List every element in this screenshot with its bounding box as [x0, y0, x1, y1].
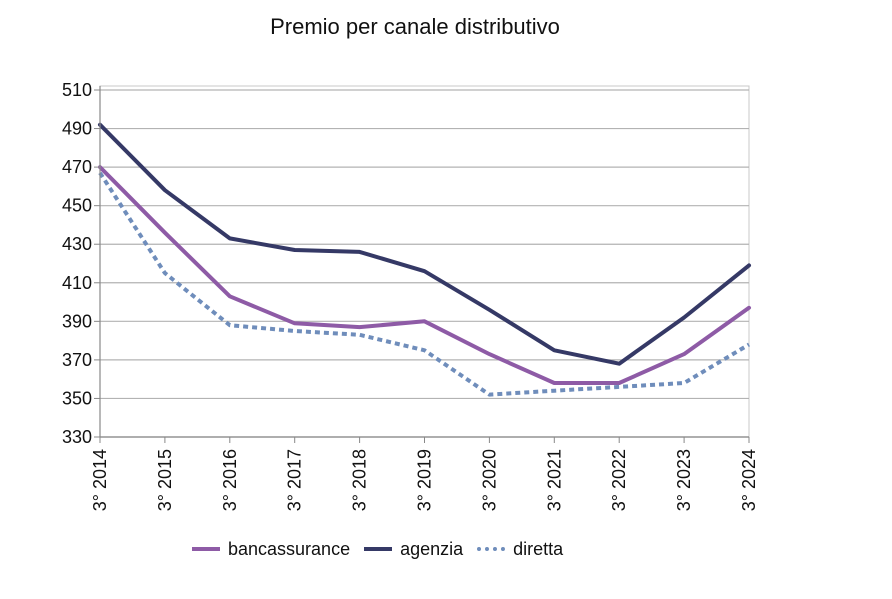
- x-tick-label: 3° 2023: [674, 449, 694, 511]
- legend-swatch-agenzia: [364, 547, 393, 551]
- x-tick-label: 3° 2019: [415, 449, 435, 511]
- x-tick-label: 3° 2017: [285, 449, 305, 511]
- y-tick-label: 390: [62, 311, 92, 331]
- y-tick-label: 350: [62, 388, 92, 408]
- x-tick-label: 3° 2024: [739, 449, 759, 511]
- legend-swatch-bancassurance: [192, 547, 220, 551]
- x-tick-label: 3° 2018: [350, 449, 370, 511]
- x-tick-label: 3° 2014: [90, 449, 110, 511]
- x-tick-label: 3° 2021: [544, 449, 564, 511]
- legend-item-agenzia: agenzia: [364, 539, 463, 560]
- y-tick-label: 330: [62, 427, 92, 447]
- axes: 330 350 370 390 410 430 450 470 490 510 3° 2014 3° …: [62, 80, 759, 511]
- y-tick-label: 490: [62, 119, 92, 139]
- x-tick-label: 3° 2020: [479, 449, 499, 511]
- legend-swatch-diretta: [477, 547, 506, 551]
- x-tick-label: 3° 2016: [220, 449, 240, 511]
- y-tick-label: 510: [62, 80, 92, 100]
- legend-label-diretta: diretta: [513, 538, 564, 559]
- y-tick-label: 430: [62, 234, 92, 254]
- y-tick-label: 370: [62, 350, 92, 370]
- x-tick-label: 3° 2015: [155, 449, 175, 511]
- y-tick-label: 450: [62, 196, 92, 216]
- legend: bancassurance agenzia diretta: [192, 538, 577, 560]
- legend-item-diretta: diretta: [477, 539, 563, 560]
- plot-area: [99, 85, 750, 438]
- chart-title: Premio per canale distributivo: [270, 14, 560, 39]
- gridlines: [99, 85, 750, 438]
- legend-label-bancassurance: bancassurance: [228, 538, 351, 559]
- series-lines: [98, 122, 751, 397]
- legend-item-bancassurance: bancassurance: [192, 539, 350, 560]
- x-tick-label: 3° 2022: [609, 449, 629, 511]
- y-tick-label: 470: [62, 157, 92, 177]
- legend-label-agenzia: agenzia: [400, 538, 464, 559]
- y-tick-label: 410: [62, 273, 92, 293]
